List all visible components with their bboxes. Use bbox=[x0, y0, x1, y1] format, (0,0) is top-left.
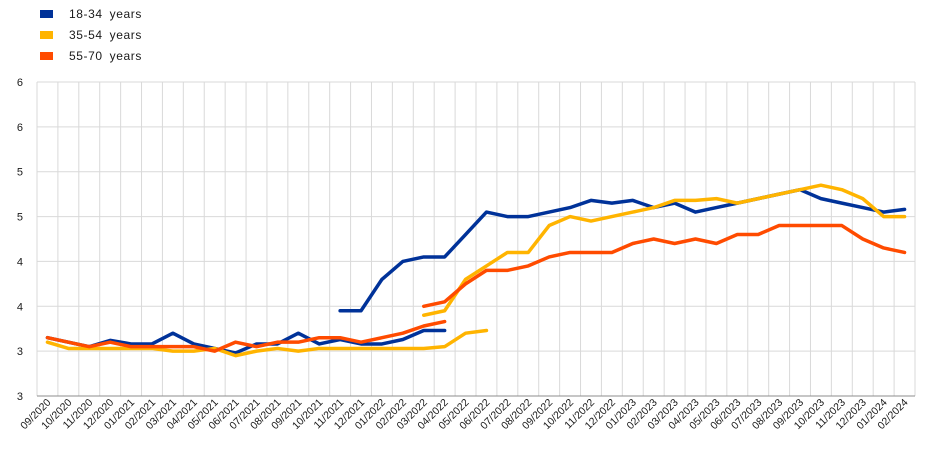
series bbox=[45, 183, 907, 358]
series-18-34-years bbox=[45, 187, 907, 355]
series-line-segment bbox=[45, 328, 447, 355]
grid bbox=[36, 81, 916, 397]
series-line-segment bbox=[45, 328, 489, 358]
legend-label-35-54: 35-54 years bbox=[69, 27, 142, 42]
y-tick-label: 4 bbox=[17, 256, 23, 268]
y-tick-label: 5 bbox=[17, 212, 23, 224]
series-line-segment bbox=[338, 187, 907, 313]
axes: 3344556609/202010/202011/202012/202001/2… bbox=[17, 77, 915, 432]
series-35-54-years bbox=[45, 183, 907, 358]
legend: 18-34 years 35-54 years 55-70 years bbox=[40, 3, 142, 66]
legend-item-18-34: 18-34 years bbox=[40, 3, 142, 24]
legend-swatch-35-54 bbox=[40, 30, 53, 39]
y-tick-label: 5 bbox=[17, 167, 23, 179]
legend-item-35-54: 35-54 years bbox=[40, 24, 142, 45]
legend-label-18-34: 18-34 years bbox=[69, 6, 142, 21]
series-55-70-years bbox=[45, 223, 907, 353]
y-tick-label: 3 bbox=[17, 391, 23, 403]
legend-swatch-18-34 bbox=[40, 9, 53, 18]
y-tick-label: 6 bbox=[17, 122, 23, 134]
y-tick-label: 3 bbox=[17, 346, 23, 358]
series-line-segment bbox=[421, 183, 907, 318]
legend-swatch-55-70 bbox=[40, 51, 53, 60]
y-tick-label: 6 bbox=[17, 77, 23, 89]
series-line-segment bbox=[45, 319, 447, 353]
legend-label-55-70: 55-70 years bbox=[69, 48, 142, 63]
series-line-segment bbox=[421, 223, 907, 309]
legend-item-55-70: 55-70 years bbox=[40, 45, 142, 66]
y-tick-label: 4 bbox=[17, 301, 23, 313]
